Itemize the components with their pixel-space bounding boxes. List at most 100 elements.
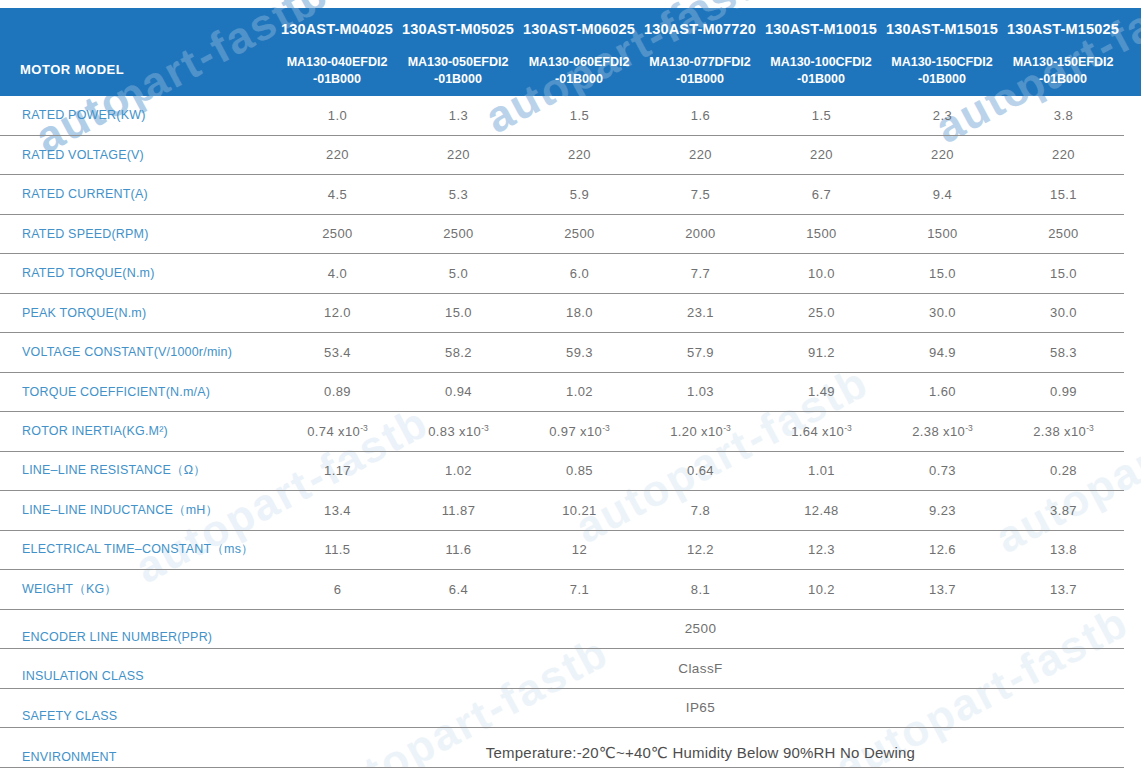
- row-label: RATED VOLTAGE(V): [0, 148, 277, 162]
- spec-value: 0.94: [398, 384, 519, 399]
- spec-value: 1.17: [277, 463, 398, 478]
- spec-row: RATED SPEED(RPM)250025002500200015001500…: [0, 215, 1124, 255]
- spec-value: 91.2: [761, 345, 882, 360]
- spec-row: LINE–LINE RESISTANCE（Ω）1.171.020.850.641…: [0, 452, 1124, 492]
- spec-value-span: Temperature:-20℃~+40℃ Humidity Below 90%…: [277, 744, 1124, 762]
- motor-model-label: MOTOR MODEL: [20, 62, 124, 77]
- spec-value: 5.0: [398, 266, 519, 281]
- spec-value: 220: [640, 147, 761, 162]
- spec-value: 0.28: [1003, 463, 1124, 478]
- spec-value: 6.0: [519, 266, 640, 281]
- spec-value: 12.6: [882, 542, 1003, 557]
- spec-value: 1.5: [761, 108, 882, 123]
- model-number: MA130-077DFDI2-01B000: [640, 54, 761, 88]
- model-number: MA130-060EFDI2-01B000: [519, 54, 640, 88]
- row-label: ENVIRONMENT: [0, 750, 277, 764]
- spec-value: 2.38 x10-3: [882, 423, 1003, 439]
- row-label: RATED CURRENT(A): [0, 187, 277, 201]
- spec-value: 7.5: [640, 187, 761, 202]
- spec-value: 58.2: [398, 345, 519, 360]
- spec-value: 18.0: [519, 305, 640, 320]
- spec-value: 220: [882, 147, 1003, 162]
- spec-value: 15.0: [1003, 266, 1124, 281]
- row-label: RATED SPEED(RPM): [0, 227, 277, 241]
- row-label: WEIGHT（KG）: [0, 581, 277, 598]
- row-label: RATED POWER(KW): [0, 108, 277, 122]
- spec-value: 0.99: [1003, 384, 1124, 399]
- row-label: LINE–LINE INDUCTANCE（mH）: [0, 502, 277, 519]
- spec-value: 11.87: [398, 503, 519, 518]
- spec-value: 15.0: [882, 266, 1003, 281]
- spec-row: VOLTAGE CONSTANT(V/1000r/min)53.458.259.…: [0, 333, 1124, 373]
- spec-value: 1.01: [761, 463, 882, 478]
- spec-value: 11.5: [277, 542, 398, 557]
- model-number: MA130-150CFDI2-01B000: [882, 54, 1003, 88]
- spec-value: 7.1: [519, 582, 640, 597]
- spec-value: 5.9: [519, 187, 640, 202]
- model-series-name: 130AST-M06025: [519, 8, 640, 37]
- spec-value: 2500: [398, 226, 519, 241]
- model-column-header: 130AST-M04025MA130-040EFDI2-01B000: [277, 8, 398, 96]
- row-label: VOLTAGE CONSTANT(V/1000r/min): [0, 345, 277, 359]
- spec-value: 11.6: [398, 542, 519, 557]
- row-label: LINE–LINE RESISTANCE（Ω）: [0, 462, 277, 479]
- spec-value: 15.1: [1003, 187, 1124, 202]
- spec-value: 13.8: [1003, 542, 1124, 557]
- spec-value: 220: [519, 147, 640, 162]
- model-column-header: 130AST-M15025MA130-150EFDI2-01B000: [1003, 8, 1124, 96]
- spec-value: 0.83 x10-3: [398, 423, 519, 439]
- spec-value: 1500: [761, 226, 882, 241]
- spec-value: 4.0: [277, 266, 398, 281]
- spec-value: 0.64: [640, 463, 761, 478]
- spec-row: ROTOR INERTIA(KG.M²)0.74 x10-30.83 x10-3…: [0, 412, 1124, 452]
- spec-row: TORQUE COEFFICIENT(N.m/A)0.890.941.021.0…: [0, 373, 1124, 413]
- row-label: PEAK TORQUE(N.m): [0, 306, 277, 320]
- spec-value: 4.5: [277, 187, 398, 202]
- spec-value: 12.0: [277, 305, 398, 320]
- spec-value: 1.20 x10-3: [640, 423, 761, 439]
- spec-value: 8.1: [640, 582, 761, 597]
- model-number: MA130-100CFDI2-01B000: [761, 54, 882, 88]
- model-column-header: 130AST-M15015MA130-150CFDI2-01B000: [882, 8, 1003, 96]
- spec-value: 9.23: [882, 503, 1003, 518]
- spec-value-span: IP65: [277, 700, 1124, 715]
- spec-value: 7.7: [640, 266, 761, 281]
- spec-value: 1500: [882, 226, 1003, 241]
- spec-value: 1.49: [761, 384, 882, 399]
- model-series-name: 130AST-M07720: [640, 8, 761, 37]
- spec-value: 0.74 x10-3: [277, 423, 398, 439]
- spec-value: 6: [277, 582, 398, 597]
- spec-value: 12.3: [761, 542, 882, 557]
- spec-value: 15.0: [398, 305, 519, 320]
- spec-row: RATED TORQUE(N.m)4.05.06.07.710.015.015.…: [0, 254, 1124, 294]
- spec-value: 12.2: [640, 542, 761, 557]
- spec-value: 7.8: [640, 503, 761, 518]
- spec-row: LINE–LINE INDUCTANCE（mH）13.411.8710.217.…: [0, 491, 1124, 531]
- model-column-header: 130AST-M07720 MA130-077DFDI2-01B000: [640, 8, 761, 96]
- spec-value: 94.9: [882, 345, 1003, 360]
- spec-table: RATED POWER(KW)1.01.31.51.61.52.33.8RATE…: [0, 96, 1124, 768]
- spec-value: 1.0: [277, 108, 398, 123]
- spec-value-span: 2500: [277, 621, 1124, 636]
- spec-value: 220: [277, 147, 398, 162]
- spec-row: RATED POWER(KW)1.01.31.51.61.52.33.8: [0, 96, 1124, 136]
- spec-value: 2000: [640, 226, 761, 241]
- spec-value: 59.3: [519, 345, 640, 360]
- spec-value: 30.0: [882, 305, 1003, 320]
- spec-row: INSULATION CLASSClassF: [0, 649, 1124, 689]
- spec-value: 2500: [1003, 226, 1124, 241]
- row-label: ENCODER LINE NUMBER(PPR): [0, 630, 277, 644]
- model-series-name: 130AST-M10015: [761, 8, 882, 37]
- spec-value: 1.60: [882, 384, 1003, 399]
- spec-value: 0.85: [519, 463, 640, 478]
- row-label: TORQUE COEFFICIENT(N.m/A): [0, 385, 277, 399]
- spec-value: 10.21: [519, 503, 640, 518]
- model-column-header: 130AST-M06025 MA130-060EFDI2-01B000: [519, 8, 640, 96]
- model-series-name: 130AST-M15025: [1003, 8, 1124, 37]
- spec-row: ENCODER LINE NUMBER(PPR)2500: [0, 610, 1124, 650]
- spec-value-span: ClassF: [277, 661, 1124, 676]
- spec-value: 12: [519, 542, 640, 557]
- spec-row: RATED CURRENT(A)4.55.35.97.56.79.415.1: [0, 175, 1124, 215]
- spec-value: 1.02: [398, 463, 519, 478]
- spec-value: 0.73: [882, 463, 1003, 478]
